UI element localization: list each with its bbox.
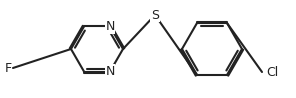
Text: N: N (105, 65, 115, 78)
Text: S: S (151, 9, 159, 21)
Text: Cl: Cl (266, 65, 278, 78)
Text: N: N (105, 20, 115, 33)
Text: F: F (4, 62, 12, 74)
